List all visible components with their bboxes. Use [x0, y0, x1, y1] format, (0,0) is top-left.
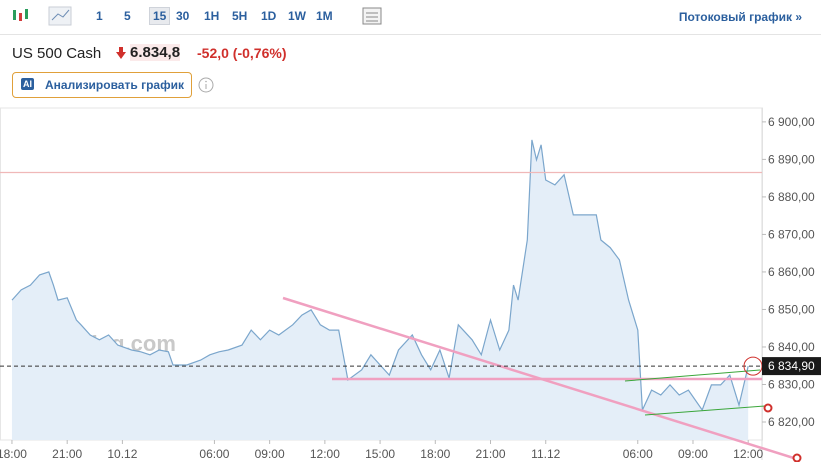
x-tick-label: 18:00	[420, 447, 450, 461]
drawing-handle	[792, 453, 802, 462]
y-tick-label: 6 860,00	[768, 265, 815, 279]
y-tick-label: 6 840,00	[768, 340, 815, 354]
y-tick-label: 6 830,00	[768, 377, 815, 391]
x-tick-label: 09:00	[678, 447, 708, 461]
interval-button[interactable]: 1	[96, 9, 103, 23]
price: 6.834,8	[130, 44, 181, 61]
y-tick-label: 6 850,00	[768, 302, 815, 316]
y-tick-label: 6 890,00	[768, 152, 815, 166]
drawing-handle	[763, 403, 773, 413]
analyze-label: Анализировать график	[45, 78, 184, 92]
interval-button[interactable]: 1M	[316, 9, 333, 23]
price-line	[11, 139, 749, 412]
x-tick-label: 21:00	[52, 447, 82, 461]
chart-type-icons	[13, 6, 72, 26]
analyze-button[interactable]: AI Анализировать график	[12, 72, 192, 98]
trend-line	[644, 405, 766, 416]
y-tick-label: 6 900,00	[768, 115, 815, 129]
interval-button[interactable]: 1D	[261, 9, 277, 23]
change: -52,0 (-0,76%)	[197, 45, 287, 61]
y-tick-label: 6 870,00	[768, 227, 815, 241]
x-tick-label: 10.12	[107, 447, 137, 461]
price-area	[11, 139, 749, 440]
info-icon[interactable]	[198, 77, 214, 93]
interval-button[interactable]: 1H	[204, 9, 220, 23]
x-tick-label: 21:00	[475, 447, 505, 461]
instrument: US 500 Cash	[12, 45, 102, 62]
table-icon[interactable]	[360, 0, 384, 34]
x-tick-label: 11.12	[531, 447, 560, 461]
x-tick-label: 06:00	[199, 447, 229, 461]
x-tick-label: 09:00	[255, 447, 285, 461]
interval-button[interactable]: 5	[124, 9, 131, 23]
interval-button[interactable]: 30	[176, 9, 190, 23]
interval-button[interactable]: 5H	[232, 9, 248, 23]
ai-badge: AI	[21, 78, 34, 90]
last-price-label: 6 834,90	[768, 359, 815, 373]
x-tick-label: 12:00	[733, 447, 763, 461]
interval-button[interactable]: 15	[149, 7, 171, 25]
y-tick-label: 6 820,00	[768, 415, 815, 429]
chart: 6 820,00 6 830,00 6 840,00 6 850,00 6 860,00…	[0, 107, 821, 462]
y-tick-label: 6 880,00	[768, 190, 815, 204]
trend-line	[624, 369, 761, 382]
toolbar: 1 5 15 30 1H 5H 1D 1W 1M Потоковый график »	[0, 0, 821, 35]
x-tick-label: 12:00	[310, 447, 340, 461]
x-tick-label: 15:00	[365, 447, 395, 461]
x-tick-label: 06:00	[623, 447, 653, 461]
interval-button[interactable]: 1W	[288, 9, 306, 23]
down-arrow	[116, 47, 126, 59]
stream-link[interactable]: Потоковый график »	[678, 10, 802, 24]
last-price-box	[762, 357, 821, 376]
x-tick-label: 18:00	[0, 447, 27, 461]
